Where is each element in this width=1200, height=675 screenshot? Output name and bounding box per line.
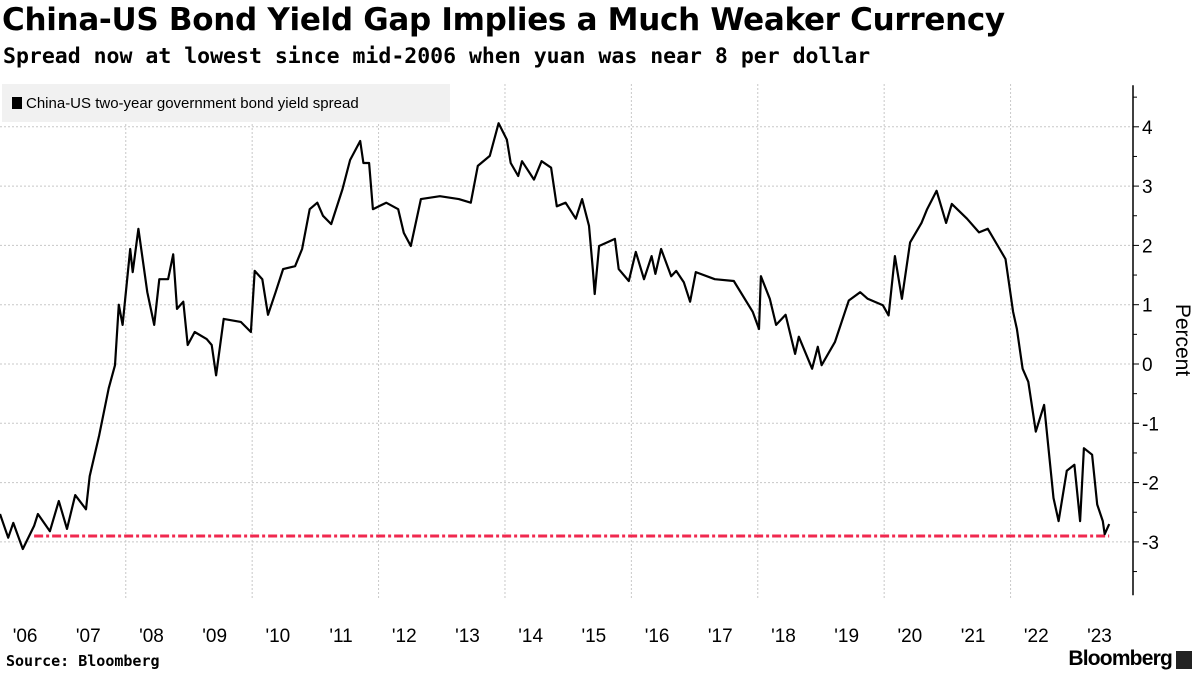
x-tick-label: '20	[897, 626, 922, 647]
x-tick-label: '21	[961, 626, 986, 647]
x-tick-label: '07	[76, 626, 101, 647]
x-tick-label: '06	[13, 626, 38, 647]
x-tick-label: '16	[645, 626, 670, 647]
series-line	[0, 122, 1111, 551]
x-tick-label: '13	[455, 626, 480, 647]
bloomberg-logo: Bloomberg	[1068, 647, 1172, 670]
chart-subtitle: Spread now at lowest since mid-2006 when…	[3, 44, 871, 69]
y-tick-label: 3	[1142, 177, 1153, 198]
x-tick-label: '12	[392, 626, 417, 647]
y-tick-label: -3	[1142, 533, 1159, 554]
legend-label: China-US two-year government bond yield …	[26, 94, 359, 112]
x-tick-label: '10	[265, 626, 290, 647]
x-tick-label: '14	[518, 626, 543, 647]
y-axis-title: Percent	[1171, 304, 1194, 377]
source-note: Source: Bloomberg	[6, 652, 160, 670]
x-tick-label: '15	[581, 626, 606, 647]
y-tick-label: -1	[1142, 414, 1159, 435]
x-tick-label: '23	[1087, 626, 1112, 647]
bloomberg-logo-icon	[1176, 651, 1192, 669]
y-tick-label: 0	[1142, 355, 1153, 376]
x-tick-label: '22	[1024, 626, 1049, 647]
x-tick-label: '11	[329, 626, 352, 647]
x-tick-label: '09	[202, 626, 227, 647]
y-axis: 4 3 2 1 0 -1 -2 -3	[1132, 85, 1159, 596]
legend: China-US two-year government bond yield …	[2, 84, 450, 122]
y-tick-label: 1	[1142, 296, 1153, 317]
x-axis-labels: '06 '07 '08 '09 '10 '11 '12 '13 '14 '15 '16 '17 '18 '…	[13, 626, 1112, 647]
x-tick-label: '08	[139, 626, 164, 647]
y-tick-label: -2	[1142, 474, 1159, 495]
x-tick-label: '17	[708, 626, 733, 647]
y-tick-label: 2	[1142, 236, 1153, 257]
legend-swatch	[12, 97, 22, 109]
x-tick-label: '19	[834, 626, 859, 647]
chart-title: China-US Bond Yield Gap Implies a Much W…	[2, 2, 1005, 38]
series-group	[0, 122, 1111, 551]
y-tick-label: 4	[1142, 118, 1153, 139]
x-tick-label: '18	[771, 626, 796, 647]
gridlines	[0, 84, 1133, 600]
